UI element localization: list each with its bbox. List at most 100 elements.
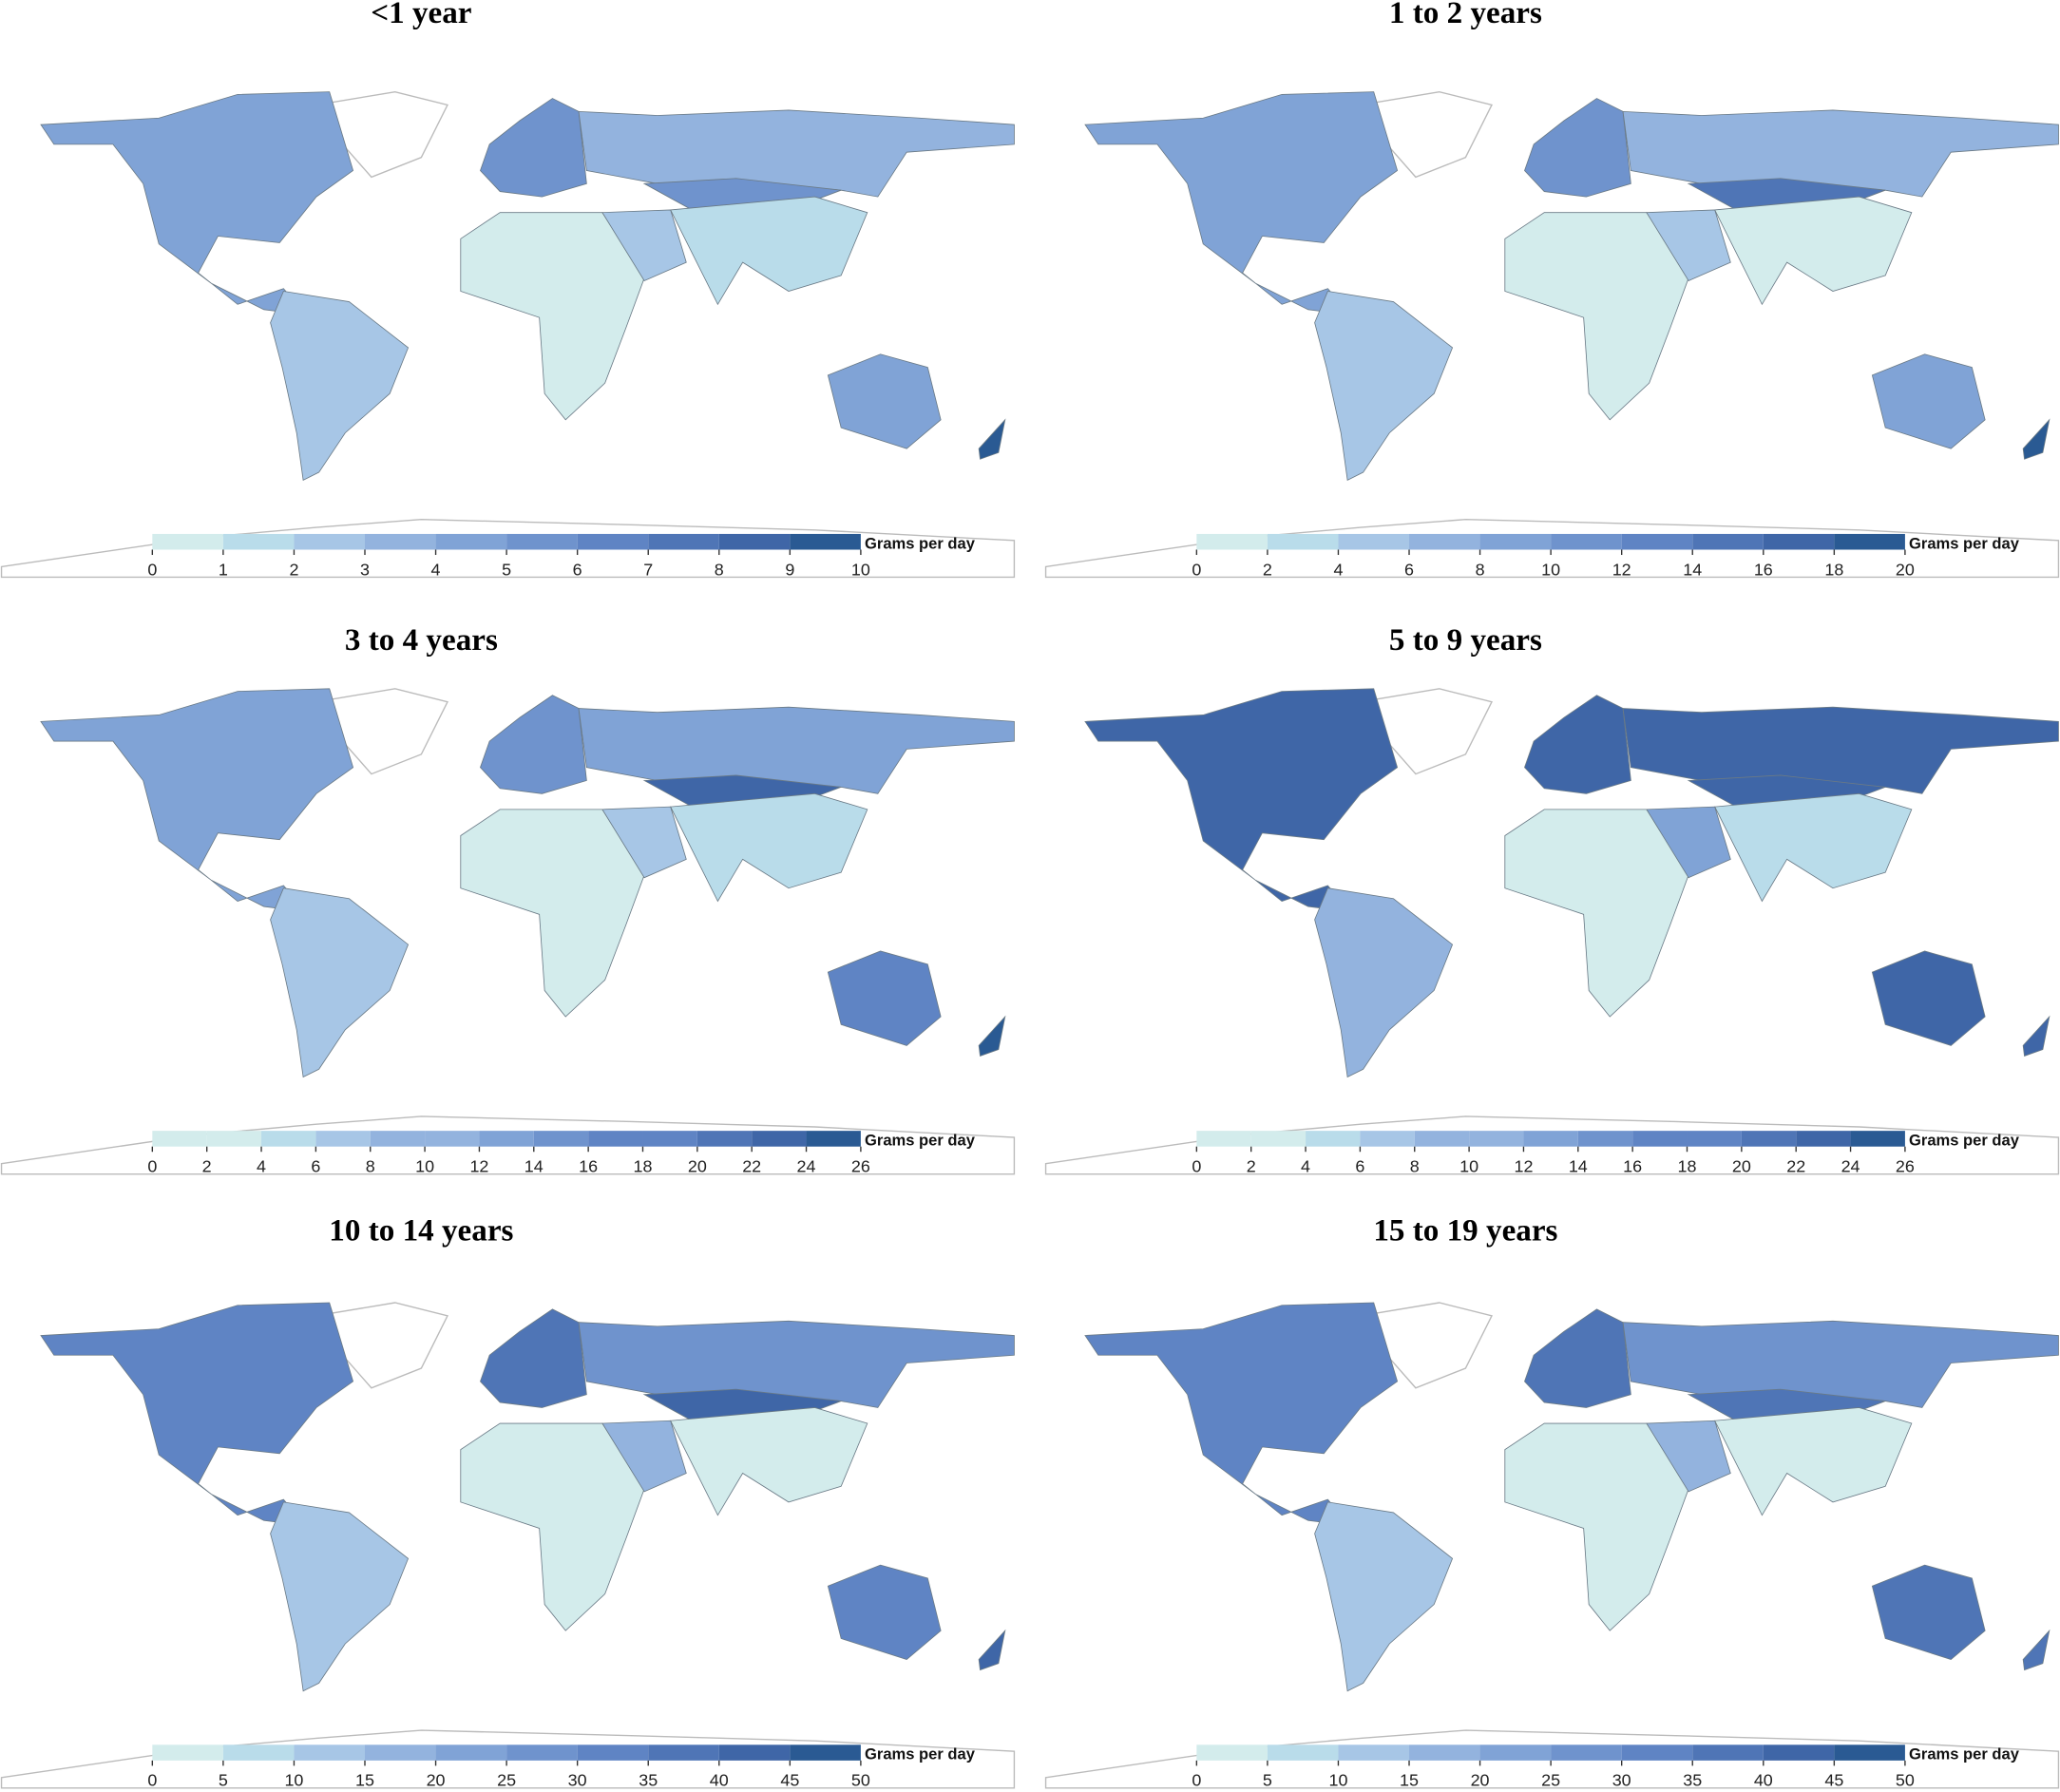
region-eu: [480, 695, 587, 794]
region-as: [670, 792, 868, 903]
legend-segment: [435, 533, 507, 550]
legend-segment: [1577, 1131, 1633, 1147]
region-eu: [1524, 98, 1631, 198]
legend-tick-label: 25: [1541, 1771, 1560, 1790]
legend-tick-label: 3: [360, 560, 370, 579]
legend-tick-label: 0: [147, 1771, 157, 1790]
legend-segment: [696, 1131, 753, 1147]
legend-segment: [588, 1131, 643, 1147]
region-sa: [270, 1501, 410, 1692]
region-me: [1646, 1420, 1731, 1493]
legend-segment: [152, 1131, 207, 1147]
region-me: [1646, 209, 1731, 281]
legend-tick-label: 8: [715, 560, 724, 579]
legend-tick-label: 16: [1754, 560, 1773, 579]
legend-segment: [790, 1744, 861, 1761]
region-nz: [2022, 1629, 2050, 1671]
legend-segment: [294, 1744, 365, 1761]
region-na: [1084, 688, 1399, 913]
legend-segment: [1621, 1744, 1693, 1761]
legend-segment: [806, 1131, 861, 1147]
legend-tick-label: 2: [289, 560, 298, 579]
map-title: 5 to 9 years: [1389, 622, 1542, 658]
legend-tick-label: 24: [797, 1157, 816, 1176]
region-eu: [1524, 1308, 1631, 1408]
legend-segment: [533, 1131, 589, 1147]
map-title: 15 to 19 years: [1373, 1212, 1557, 1248]
legend-segment: [1267, 533, 1339, 550]
legend-segment: [1196, 1744, 1268, 1761]
legend-tick-label: 8: [1476, 560, 1485, 579]
legend-segment: [1692, 533, 1764, 550]
map-panel: 15 to 19 years 0 5 10 15 20 25 30 35 40 45 50 Grams …: [1044, 1212, 2060, 1790]
legend-tick-label: 30: [568, 1771, 587, 1790]
legend-segment: [1360, 1131, 1415, 1147]
legend-segment: [1834, 533, 1905, 550]
legend-segment: [752, 1131, 807, 1147]
legend-segment: [1338, 1744, 1410, 1761]
legend-tick-label: 10: [284, 1771, 303, 1790]
region-nz: [978, 418, 1006, 460]
legend-tick-label: 22: [742, 1157, 761, 1176]
legend-segment: [1469, 1131, 1524, 1147]
legend-tick-label: 8: [366, 1157, 375, 1176]
legend-segment: [506, 1744, 578, 1761]
legend-segment: [642, 1131, 697, 1147]
legend-segment: [479, 1131, 534, 1147]
legend-segment: [1196, 1131, 1251, 1147]
legend-tick-label: 35: [1683, 1771, 1702, 1790]
legend-segment: [435, 1744, 507, 1761]
legend-tick-label: 2: [202, 1157, 212, 1176]
legend-segment: [261, 1131, 316, 1147]
legend-segment: [790, 533, 861, 550]
map-title: 3 to 4 years: [345, 622, 498, 658]
region-au: [827, 353, 942, 449]
region-na: [40, 1302, 354, 1527]
legend-segment: [1306, 1131, 1361, 1147]
legend-tick-label: 30: [1612, 1771, 1631, 1790]
legend-tick-label: 20: [1896, 560, 1915, 579]
legend-tick-label: 12: [1612, 560, 1631, 579]
legend-title: Grams per day: [865, 1745, 976, 1763]
legend-title: Grams per day: [865, 534, 976, 552]
legend-tick-label: 50: [851, 1771, 870, 1790]
legend-tick-label: 18: [1824, 560, 1843, 579]
legend-segment: [1687, 1131, 1742, 1147]
region-me: [601, 806, 687, 879]
legend-tick-label: 35: [639, 1771, 658, 1790]
legend-tick-label: 24: [1841, 1157, 1860, 1176]
legend-segment: [718, 533, 791, 550]
legend-segment: [1850, 1131, 1905, 1147]
legend-tick-label: 0: [1192, 1771, 1201, 1790]
legend-tick-label: 7: [643, 560, 653, 579]
region-eu: [480, 1308, 587, 1408]
legend-tick-label: 0: [147, 560, 157, 579]
legend-tick-label: 1: [219, 560, 228, 579]
region-nz: [978, 1015, 1006, 1058]
legend-tick-label: 4: [1301, 1157, 1310, 1176]
legend-tick-label: 8: [1410, 1157, 1420, 1176]
legend-segment: [425, 1131, 480, 1147]
legend-tick-label: 15: [1400, 1771, 1419, 1790]
legend-segment: [1414, 1131, 1470, 1147]
legend-tick-label: 40: [710, 1771, 729, 1790]
region-af: [460, 809, 645, 1018]
region-au: [1871, 1564, 1986, 1661]
legend-title: Grams per day: [1909, 534, 2020, 552]
map-title: 10 to 14 years: [329, 1212, 513, 1248]
legend-tick-label: 4: [1333, 560, 1343, 579]
region-af: [1504, 212, 1689, 421]
legend-segment: [1523, 1131, 1578, 1147]
map-title: 1 to 2 years: [1389, 0, 1542, 30]
legend-segment: [1796, 1131, 1851, 1147]
legend-tick-label: 5: [502, 560, 511, 579]
legend-tick-label: 26: [1896, 1157, 1915, 1176]
legend-segment: [1409, 533, 1480, 550]
legend-segment: [364, 533, 436, 550]
legend-tick-label: 12: [469, 1157, 488, 1176]
legend-tick-label: 6: [1404, 560, 1414, 579]
region-af: [460, 212, 645, 421]
legend-tick-label: 20: [427, 1771, 446, 1790]
